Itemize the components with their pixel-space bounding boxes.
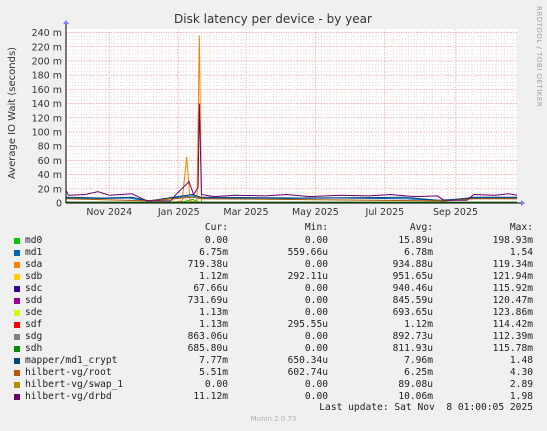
y-tick-label: 60 m bbox=[38, 156, 62, 167]
y-tick-label: 100 m bbox=[32, 127, 62, 138]
x-tick-label: Nov 2024 bbox=[86, 207, 132, 218]
y-tick-label: 220 m bbox=[32, 42, 62, 53]
y-axis-label: Average IO Wait (seconds) bbox=[7, 47, 18, 179]
x-tick-label: Sep 2025 bbox=[433, 207, 478, 218]
y-tick-label: 200 m bbox=[32, 56, 62, 67]
y-tick-label: 180 m bbox=[32, 71, 62, 82]
y-tick-label: 120 m bbox=[32, 113, 62, 124]
munin-footer: Munin 2.0.73 bbox=[250, 415, 297, 423]
x-tick-label: Mar 2025 bbox=[223, 207, 268, 218]
y-tick-label: 140 m bbox=[32, 99, 62, 110]
x-axis-arrow-icon bbox=[521, 200, 525, 206]
y-tick-label: 40 m bbox=[38, 170, 62, 181]
chart-title: Disk latency per device - by year bbox=[174, 12, 372, 26]
y-axis-arrow-icon bbox=[63, 20, 69, 24]
y-tick-label: 240 m bbox=[32, 28, 62, 39]
x-ticks: Nov 2024 Jan 2025 Mar 2025 May 2025 Jul 2025… bbox=[86, 29, 478, 218]
x-tick-label: Jul 2025 bbox=[365, 207, 405, 218]
y-tick-label: 160 m bbox=[32, 85, 62, 96]
x-tick-label: Jan 2025 bbox=[157, 207, 200, 218]
plot-area bbox=[66, 29, 517, 203]
y-ticks: 0 20 m 40 m 60 m 80 m 100 m 120 m 140 m 160 m 180… bbox=[32, 28, 517, 210]
y-tick-label: 80 m bbox=[38, 142, 62, 153]
y-tick-label: 0 bbox=[56, 199, 62, 210]
y-tick-label: 20 m bbox=[38, 184, 62, 195]
rrdtool-credit: RRDTOOL / TOBI OETIKER bbox=[535, 6, 543, 108]
series-line-13 bbox=[65, 103, 518, 202]
x-tick-label: May 2025 bbox=[292, 207, 339, 218]
